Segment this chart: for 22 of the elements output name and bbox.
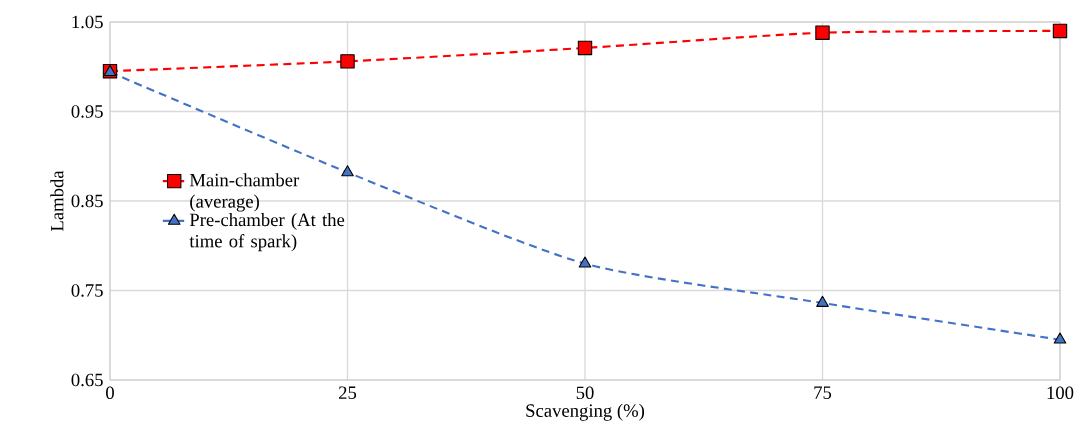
point [1052, 23, 1068, 39]
legend-label: Pre-chamber (At the time of spark) [189, 212, 345, 252]
y-axis-title: Lambda [50, 170, 64, 232]
point [340, 54, 355, 69]
legend-label: Main-chamber (average) [189, 173, 300, 212]
x-tick-label: 75 [814, 386, 832, 399]
y-tick-label: 0.95 [71, 105, 103, 118]
x-tick-label: 50 [576, 386, 594, 400]
x-axis-title: Scavenging (%) [526, 403, 645, 421]
point [578, 256, 592, 268]
y-tick-label: 0.85 [71, 194, 103, 208]
point [816, 295, 829, 307]
point [341, 165, 354, 177]
y-tick-label: 0.75 [71, 284, 103, 297]
point [815, 25, 830, 40]
x-tick-label: 0 [106, 386, 114, 400]
x-tick-label: 100 [1047, 386, 1074, 400]
x-tick-label: 25 [338, 386, 357, 400]
y-tick-label: 0.65 [71, 373, 103, 387]
y-tick-label: 1.05 [72, 15, 103, 29]
point [1053, 332, 1067, 344]
point [577, 40, 593, 56]
